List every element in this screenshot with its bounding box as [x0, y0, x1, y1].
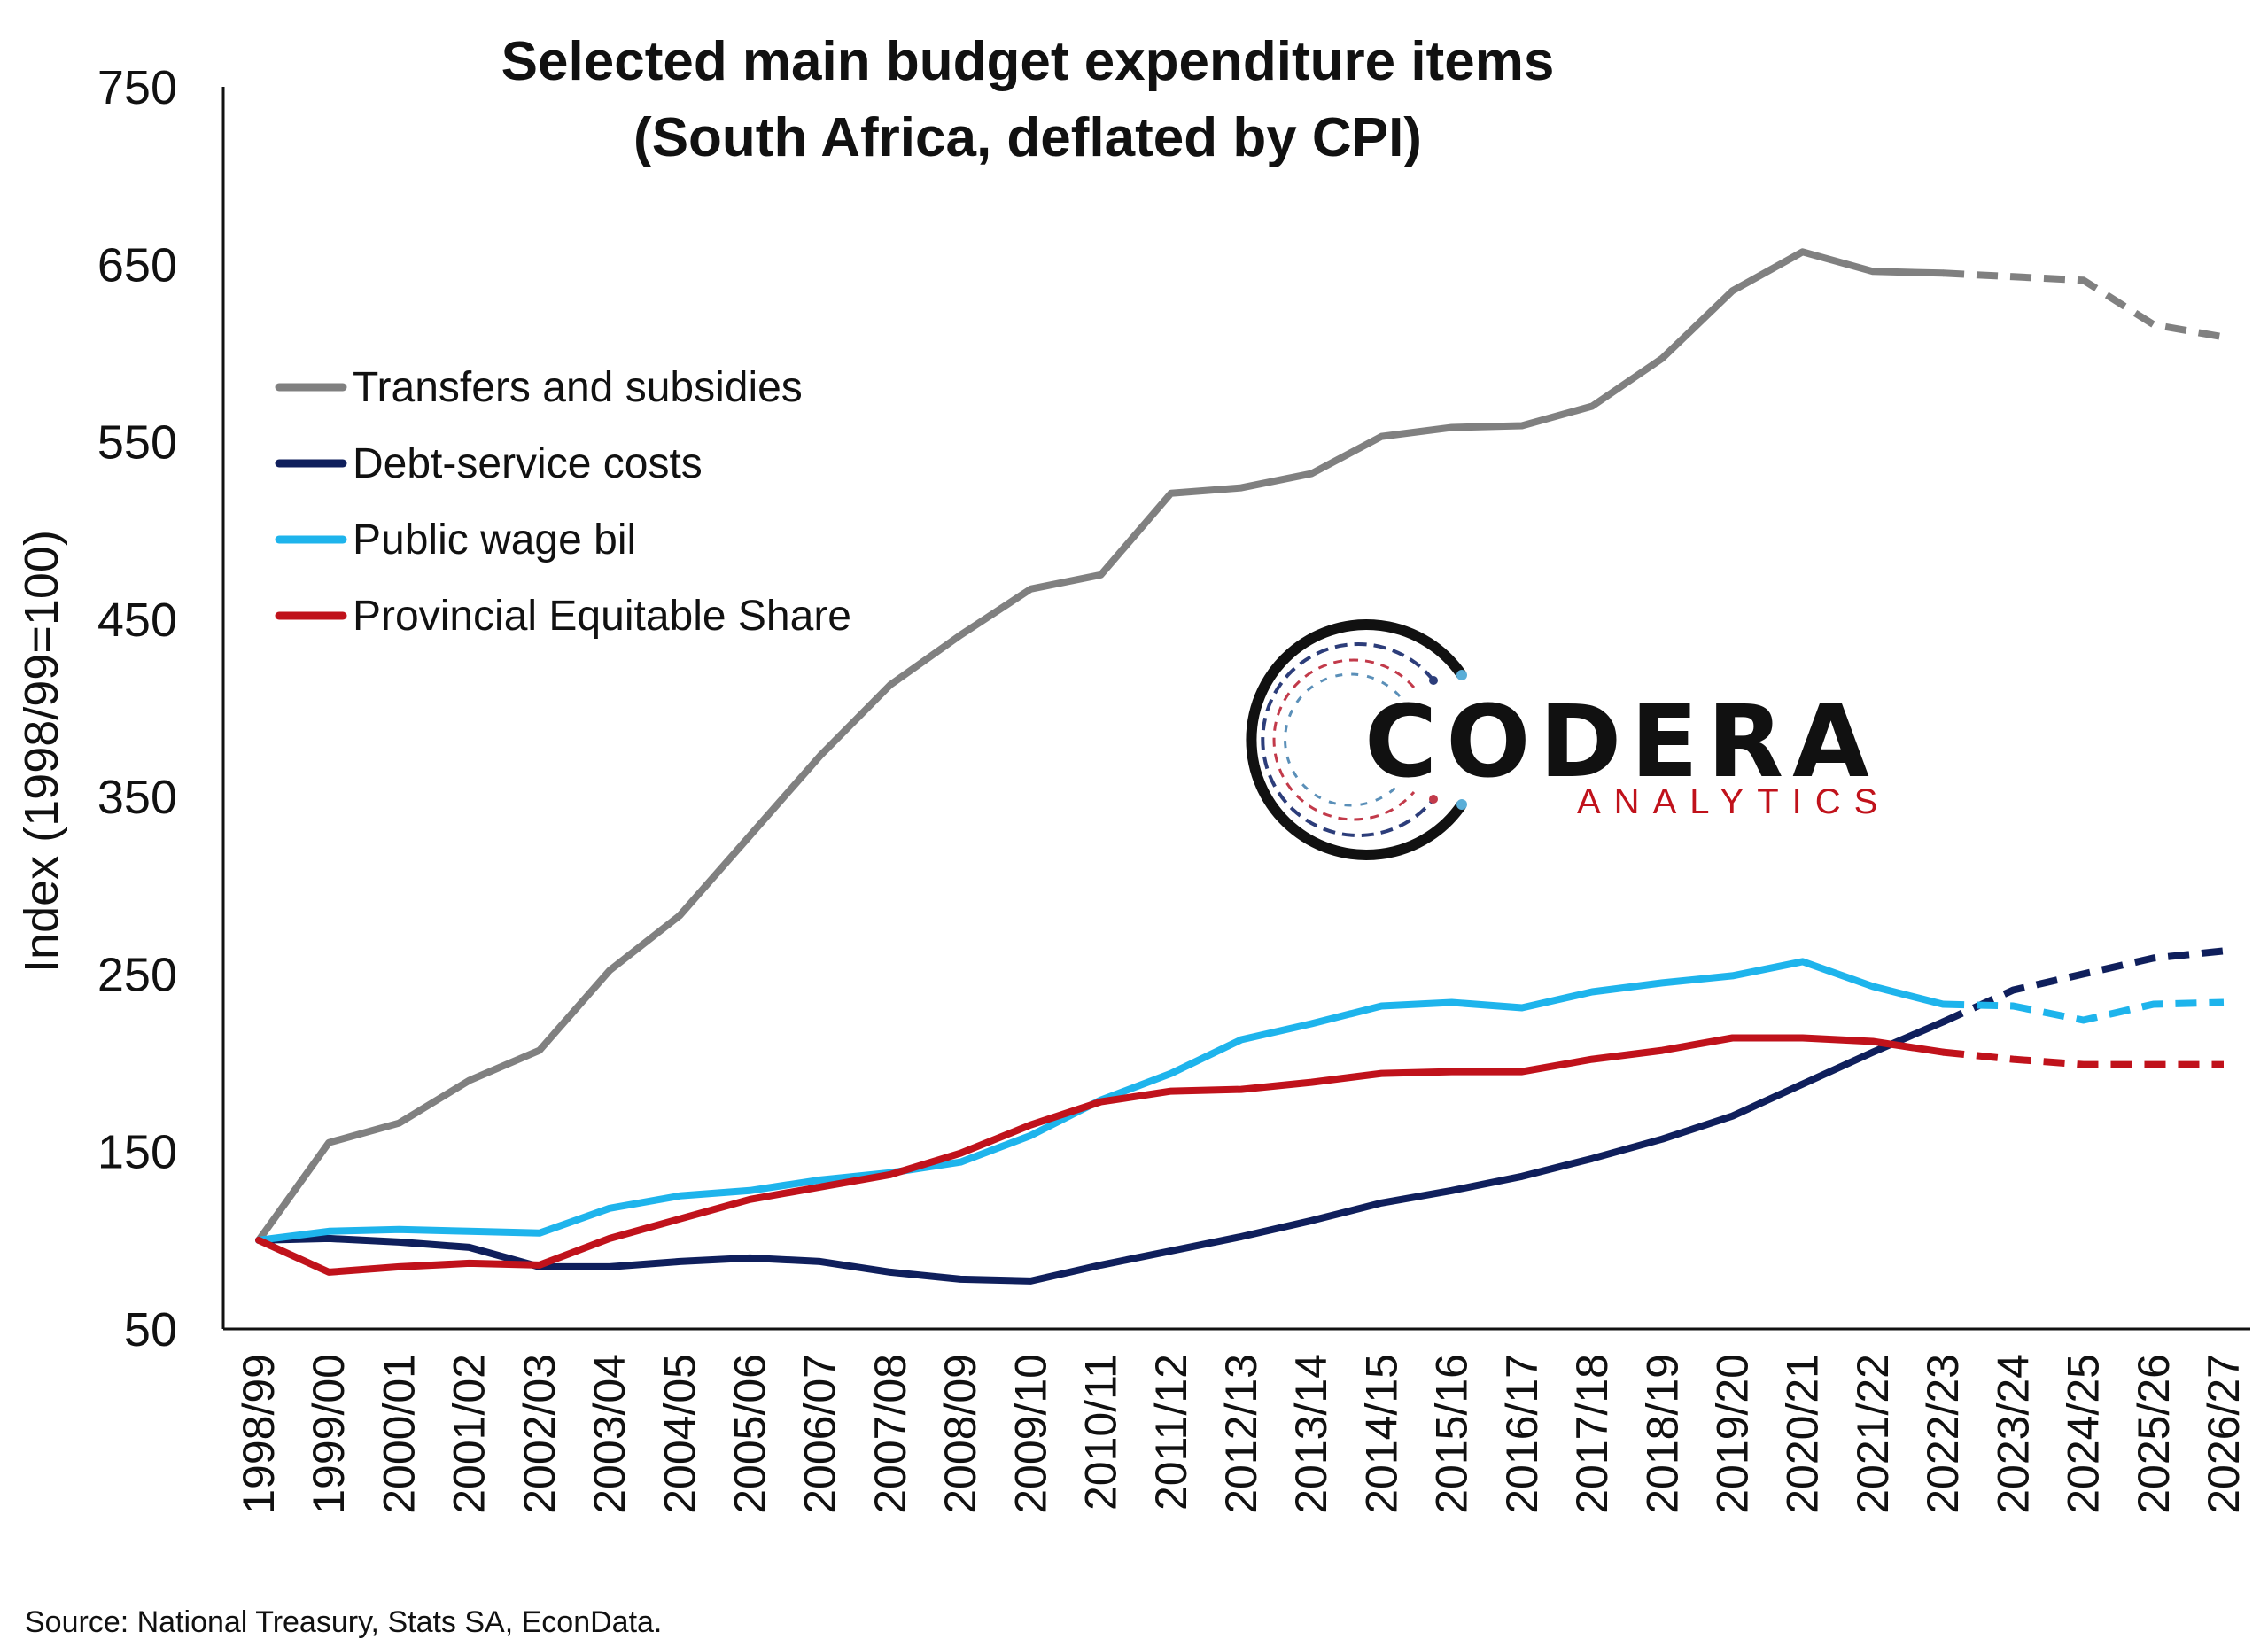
y-tick-label: 50	[124, 1303, 177, 1356]
series-3	[255, 1034, 2224, 1276]
x-tick-label: 2010/11	[1076, 1354, 1126, 1511]
x-tick-label: 2024/25	[2059, 1354, 2109, 1514]
x-tick-label: 1999/00	[304, 1354, 353, 1514]
y-tick-label: 650	[97, 238, 177, 291]
series-line-forecast	[1942, 998, 2225, 1024]
y-tick-label: 550	[97, 416, 177, 470]
x-tick-label: 2015/16	[1427, 1354, 1477, 1514]
y-tick-label: 350	[97, 771, 177, 824]
y-tick-label: 750	[97, 61, 177, 114]
series-layer	[255, 248, 2225, 1285]
series-line-actual	[255, 1034, 1947, 1276]
x-tick-label: 2008/09	[936, 1354, 985, 1514]
y-axis: 50 150 250 350 450 550 650 750	[97, 61, 225, 1356]
x-tick-label: 2017/18	[1567, 1354, 1617, 1514]
legend-item: Public wage bil	[275, 517, 636, 563]
series-line-forecast	[1941, 947, 2225, 1026]
legend-label: Debt-service costs	[353, 440, 703, 487]
x-tick-label: 2016/17	[1497, 1354, 1547, 1514]
x-tick-label: 2009/10	[1006, 1354, 1055, 1514]
x-tick-label: 2001/02	[445, 1354, 494, 1514]
y-axis-label: Index (1998/99=100)	[15, 530, 68, 973]
chart-legend: Transfers and subsidies Debt-service cost…	[275, 364, 851, 640]
y-tick-label: 250	[97, 948, 177, 1001]
series-0	[255, 248, 2225, 1244]
x-tick-label: 2011/12	[1146, 1354, 1196, 1511]
chart-title-line-1: Selected main budget expenditure items	[501, 31, 1555, 92]
series-line-forecast	[1942, 1048, 2224, 1068]
x-tick-label: 2013/14	[1286, 1354, 1336, 1514]
x-tick-label: 2014/15	[1356, 1354, 1406, 1514]
legend-item: Transfers and subsidies	[275, 364, 803, 411]
x-tick-label: 2025/26	[2129, 1354, 2179, 1514]
circuit-ring-icon	[1246, 619, 1467, 860]
x-tick-label: 2012/13	[1216, 1354, 1266, 1514]
series-line-actual	[255, 248, 1947, 1244]
x-tick-label: 2019/20	[1708, 1354, 1758, 1514]
legend-item: Debt-service costs	[275, 440, 703, 487]
x-tick-label: 2021/22	[1848, 1354, 1898, 1514]
x-tick-label: 2026/27	[2199, 1354, 2249, 1514]
legend-label: Transfers and subsidies	[353, 364, 803, 411]
y-tick-label: 450	[97, 594, 177, 647]
x-tick-label: 2020/21	[1778, 1354, 1828, 1514]
x-tick-label: 2005/06	[726, 1354, 775, 1514]
x-tick-label: 2018/19	[1637, 1354, 1687, 1514]
legend-label: Public wage bil	[353, 517, 636, 563]
x-tick-label: 2022/23	[1918, 1354, 1968, 1514]
logo-main-text: CODERA	[1364, 685, 1878, 800]
logo-sub-text: ANALYTICS	[1577, 782, 1891, 821]
source-note: Source: National Treasury, Stats SA, Eco…	[25, 1605, 662, 1639]
x-tick-label: 1998/99	[234, 1354, 284, 1514]
x-tick-label: 2002/03	[515, 1354, 564, 1514]
chart-title: Selected main budget expenditure items (…	[501, 31, 1555, 168]
series-line-forecast	[1942, 269, 2225, 341]
x-tick-label: 2004/05	[655, 1354, 704, 1514]
codera-analytics-logo: CODERA ANALYTICS	[1246, 619, 1891, 860]
chart-title-line-2: (South Africa, deflated by CPI)	[633, 107, 1422, 168]
x-axis: 1998/99 1999/00 2000/01 2001/02 2002/03 2003/…	[223, 1327, 2250, 1514]
x-tick-label: 2000/01	[374, 1354, 423, 1514]
legend-label: Provincial Equitable Share	[353, 593, 851, 640]
x-tick-label: 2003/04	[585, 1354, 634, 1514]
x-tick-label: 2006/07	[796, 1354, 845, 1514]
x-tick-label: 2007/08	[866, 1354, 915, 1514]
legend-item: Provincial Equitable Share	[275, 593, 851, 640]
x-tick-label: 2023/24	[1988, 1354, 2038, 1514]
series-2	[255, 958, 2225, 1244]
y-tick-label: 150	[97, 1126, 177, 1179]
